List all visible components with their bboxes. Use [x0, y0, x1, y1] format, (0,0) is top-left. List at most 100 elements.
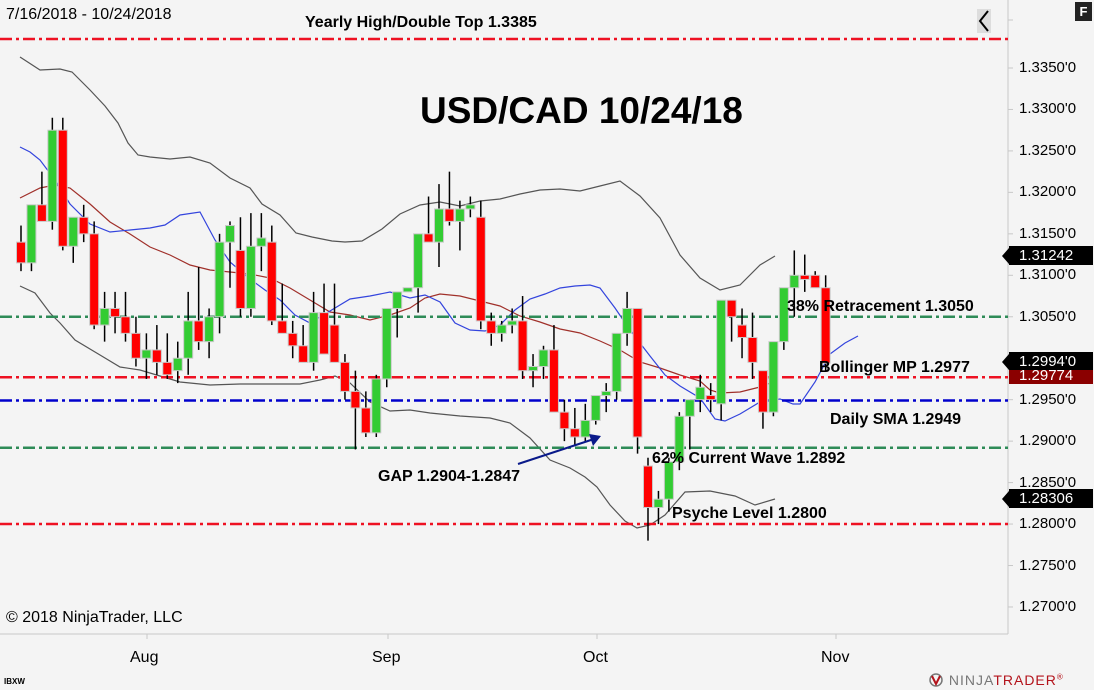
- candle-up: [413, 233, 424, 289]
- candle-down: [235, 249, 246, 309]
- candle-down: [329, 324, 340, 363]
- candle-up: [68, 216, 79, 247]
- ninjatrader-logo: NINJATRADER®: [928, 672, 1064, 688]
- gap-arrow-head: [589, 434, 601, 446]
- candle-down: [548, 349, 559, 413]
- candle-down: [423, 233, 434, 243]
- price-label: 1.3150'0: [1019, 224, 1077, 242]
- ninja-logo-icon: [929, 673, 943, 687]
- candle-down: [277, 320, 288, 334]
- candle-up: [99, 307, 110, 326]
- price-label: 1.3300'0: [1019, 100, 1077, 118]
- candle-down: [726, 299, 737, 318]
- candle-down: [193, 320, 204, 343]
- price-label: 1.3100'0: [1019, 266, 1077, 284]
- annotation-62-current-wave: 62% Current Wave 1.2892: [652, 450, 846, 467]
- candle-up: [507, 320, 518, 326]
- candle-up: [663, 461, 674, 500]
- price-label: 1.2850'0: [1019, 473, 1077, 491]
- candle-down: [110, 307, 121, 318]
- candle-down: [16, 241, 26, 264]
- candle-down: [298, 345, 309, 363]
- candle-up: [778, 287, 789, 343]
- annotation-gap: GAP 1.2904-1.2847: [378, 468, 521, 485]
- candle-down: [78, 216, 89, 235]
- upper-bollinger-badge: 1.31242: [1002, 246, 1093, 265]
- candle-down: [266, 241, 277, 322]
- candle-down: [57, 129, 68, 247]
- candle-down: [747, 336, 758, 363]
- candle-up: [789, 274, 800, 289]
- candle-up: [214, 241, 225, 318]
- candle-down: [799, 274, 810, 280]
- candle-down: [475, 216, 486, 322]
- candle-up: [653, 498, 664, 508]
- f-button[interactable]: F: [1075, 2, 1092, 21]
- bollinger-lower-line: [19, 285, 776, 529]
- candle-up: [538, 349, 549, 368]
- candle-down: [569, 428, 580, 438]
- candle-up: [172, 357, 183, 372]
- candle-up: [716, 299, 727, 405]
- annotation-yearly-high: Yearly High/Double Top 1.3385: [305, 14, 537, 31]
- candle-up: [371, 378, 382, 434]
- candle-down: [810, 274, 821, 289]
- chevron-left-icon: [978, 10, 989, 32]
- candle-up: [528, 366, 539, 372]
- candle-up: [183, 320, 194, 359]
- candle-down: [162, 361, 173, 376]
- price-label: 1.2700'0: [1019, 597, 1077, 615]
- price-label: 1.2800'0: [1019, 515, 1077, 533]
- candle-down: [632, 307, 643, 438]
- candle-up: [26, 204, 37, 264]
- candle-up: [454, 208, 465, 222]
- candle-down: [350, 390, 361, 409]
- candle-down: [820, 287, 831, 364]
- candle-up: [768, 341, 779, 413]
- candle-down: [36, 204, 47, 222]
- x-label-nov: Nov: [821, 649, 850, 666]
- candle-up: [245, 245, 256, 309]
- chart-title: USD/CAD 10/24/18: [420, 90, 743, 131]
- candle-down: [737, 324, 748, 338]
- candle-up: [47, 129, 58, 222]
- candle-up: [674, 415, 685, 463]
- copyright: © 2018 NinjaTrader, LLC: [6, 609, 183, 626]
- x-label-sep: Sep: [372, 649, 401, 666]
- bollinger-upper-line: [19, 56, 776, 291]
- candle-up: [622, 307, 633, 334]
- candle-down: [89, 233, 100, 326]
- candle-up: [601, 390, 612, 397]
- candle-down: [130, 332, 141, 359]
- candle-down: [444, 208, 455, 222]
- price-label: 1.3200'0: [1019, 183, 1077, 201]
- candle-down: [643, 465, 653, 508]
- candle-down: [559, 411, 570, 430]
- candle-down: [319, 312, 330, 355]
- annotation-bollinger-mp: Bollinger MP 1.2977: [819, 359, 970, 376]
- price-label: 1.2900'0: [1019, 432, 1077, 450]
- x-label-oct: Oct: [583, 649, 608, 666]
- candle-up: [590, 395, 601, 421]
- bottom-tag: IBXW: [4, 677, 25, 686]
- annotation-daily-sma: Daily SMA 1.2949: [830, 411, 962, 428]
- candle-down: [151, 349, 162, 363]
- candle-down: [339, 361, 350, 392]
- price-label: 1.2950'0: [1019, 390, 1077, 408]
- x-label-aug: Aug: [130, 649, 159, 666]
- candle-down: [120, 316, 131, 334]
- candle-up: [695, 386, 706, 401]
- candle-up: [684, 399, 695, 417]
- collapse-panel-button[interactable]: [977, 9, 991, 33]
- candle-down: [705, 395, 716, 401]
- price-label: 1.3050'0: [1019, 307, 1077, 325]
- candle-down: [486, 320, 497, 334]
- candle-up: [225, 225, 235, 243]
- candle-down: [287, 332, 298, 347]
- candle-up: [141, 349, 152, 359]
- bollinger-mid-badge: 1.29774: [1009, 370, 1093, 384]
- candle-down: [360, 407, 371, 434]
- annotation-psyche-level: Psyche Level 1.2800: [672, 505, 827, 522]
- candle-up: [434, 208, 444, 243]
